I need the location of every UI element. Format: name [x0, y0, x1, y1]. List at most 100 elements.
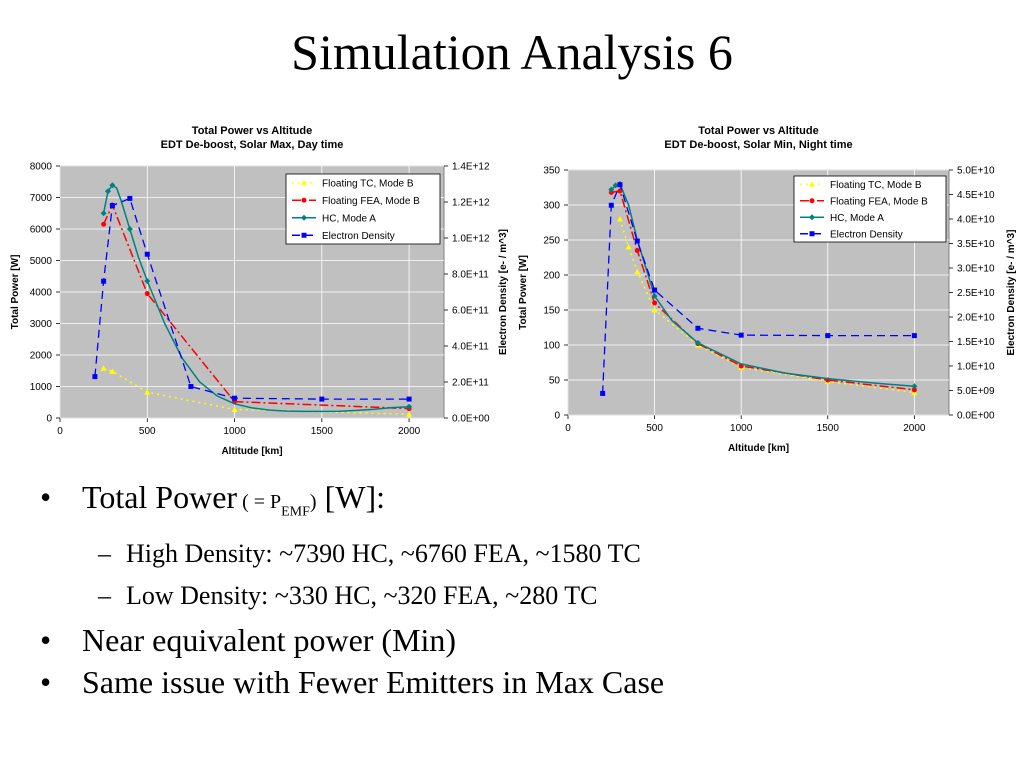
legend-marker [809, 198, 815, 204]
sub-bullet-marker: – [98, 539, 111, 569]
bullet-total-power-text: Total Power [82, 479, 238, 515]
y2-tick-label: 3.5E+10 [957, 239, 995, 250]
sub-bullet-text: High Density: ~7390 HC, ~6760 FEA, ~1580… [126, 539, 641, 569]
bullet-same-issue: • Same issue with Fewer Emitters in Max … [40, 661, 1000, 703]
x-tick-label: 500 [139, 426, 156, 437]
data-point [652, 300, 658, 306]
y2-tick-label: 4.0E+11 [452, 342, 489, 353]
series-1 [616, 216, 918, 396]
bullet-text: Near equivalent power (Min) [82, 622, 457, 659]
data-point [92, 374, 98, 380]
legend-box [285, 173, 441, 245]
y2-axis-label: Electron Density [e- / m^3] [1006, 230, 1017, 356]
series-4 [600, 182, 917, 396]
y2-tick-label: 1.4E+12 [452, 162, 490, 173]
chart-solar-max-day: Total Power vs Altitude EDT De-boost, Sol… [10, 125, 509, 457]
y-tick-label: 2000 [30, 351, 53, 362]
bullet-marker: • [40, 664, 52, 701]
y2-tick-label: 5.0E+09 [957, 386, 995, 397]
chart-title: Total Power vs Altitude [698, 125, 818, 137]
legend-marker [809, 214, 815, 221]
legend-label: Electron Density [830, 229, 903, 240]
y-tick-label: 5000 [30, 256, 53, 267]
x-tick-label: 0 [57, 426, 63, 437]
x-axis-label: Altitude [km] [221, 446, 282, 457]
series-4 [92, 195, 412, 402]
y2-tick-label: 1.0E+12 [452, 234, 490, 245]
data-point [101, 221, 107, 227]
sub-bullet-marker: – [98, 581, 111, 611]
legend-label: Electron Density [322, 231, 395, 242]
y-tick-label: 350 [543, 166, 560, 177]
series-line [601, 182, 915, 394]
y2-tick-label: 6.0E+11 [452, 306, 489, 317]
bullet-marker: • [40, 479, 52, 515]
legend-label: Floating TC, Mode B [830, 180, 922, 191]
y-tick-label: 300 [543, 201, 560, 212]
y-axis-label: Total Power [W] [10, 255, 21, 330]
chart-solar-min-night: Total Power vs Altitude EDT De-boost, Sol… [518, 125, 1017, 454]
bullet-text: Same issue with Fewer Emitters in Max Ca… [82, 664, 665, 701]
legend-label: Floating TC, Mode B [322, 178, 414, 189]
series-1 [100, 365, 413, 417]
data-point [144, 389, 151, 395]
chart-subtitle: EDT De-boost, Solar Max, Day time [161, 139, 344, 151]
data-point [634, 268, 641, 274]
bullet-subscript-emf: EMF [281, 504, 310, 520]
data-point [406, 411, 413, 417]
data-point [188, 384, 194, 389]
data-point [100, 210, 107, 217]
data-point [695, 325, 701, 331]
series-line [102, 184, 410, 413]
y2-tick-label: 0.0E+00 [452, 414, 490, 425]
bullet-paren-close: ) [309, 491, 317, 513]
data-point [616, 216, 623, 222]
x-tick-label: 1000 [730, 423, 753, 434]
y2-tick-label: 3.0E+10 [957, 264, 995, 275]
y2-tick-label: 1.5E+10 [957, 337, 995, 348]
data-point [651, 307, 658, 313]
y-tick-label: 4000 [30, 288, 53, 299]
y-tick-label: 0 [554, 411, 560, 422]
y-axis-label: Total Power [W] [518, 255, 529, 330]
y-tick-label: 100 [543, 341, 560, 352]
data-point [105, 188, 111, 195]
bullet-near-equivalent: • Near equivalent power (Min) [40, 619, 1000, 661]
legend-marker [809, 181, 815, 187]
legend-marker [301, 214, 307, 221]
data-point [109, 368, 116, 374]
y-tick-label: 200 [543, 271, 560, 282]
data-point [911, 387, 917, 393]
data-point [617, 182, 623, 188]
data-point [406, 403, 413, 410]
y-tick-label: 6000 [30, 225, 53, 236]
data-point [738, 332, 744, 338]
series-line [102, 203, 410, 410]
data-point [600, 390, 606, 396]
y2-tick-label: 2.5E+10 [957, 288, 995, 299]
data-point [100, 365, 107, 371]
legend-marker [301, 232, 307, 238]
y-tick-label: 3000 [30, 319, 53, 330]
sub-bullet-low-density: – Low Density: ~330 HC, ~320 FEA, ~280 T… [40, 575, 1000, 617]
chart-title: Total Power vs Altitude [192, 125, 312, 137]
y2-tick-label: 0.0E+00 [957, 411, 995, 422]
legend-box [793, 175, 947, 243]
y2-axis-label: Electron Density [e- / m^3] [498, 229, 509, 355]
y-tick-label: 7000 [30, 193, 53, 204]
legend-marker [301, 179, 307, 186]
data-point [231, 406, 238, 412]
data-point [319, 396, 325, 402]
x-tick-label: 1500 [817, 423, 840, 434]
x-tick-label: 1500 [311, 426, 334, 437]
data-point [652, 287, 658, 293]
data-point [144, 291, 150, 297]
data-point [911, 333, 917, 339]
bullet-paren-open: ( = P [237, 491, 282, 513]
data-point [109, 182, 116, 189]
y2-tick-label: 2.0E+10 [957, 313, 995, 324]
y2-tick-label: 8.0E+11 [452, 270, 489, 281]
bullet-total-power: • Total Power ( = PEMF) [W]: [40, 476, 1000, 533]
x-tick-label: 500 [646, 423, 663, 434]
data-point [109, 203, 115, 209]
